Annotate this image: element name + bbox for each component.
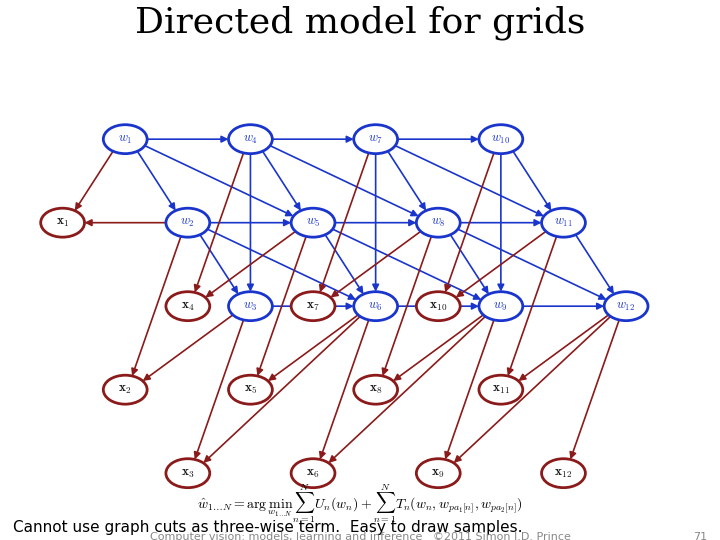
- Ellipse shape: [479, 375, 523, 404]
- Text: $\mathbf{x_6}$: $\mathbf{x_6}$: [306, 467, 320, 480]
- Text: 71: 71: [693, 532, 708, 540]
- Text: $w_5$: $w_5$: [305, 216, 320, 229]
- Text: $w_2$: $w_2$: [181, 216, 195, 229]
- Text: $\mathbf{x_{12}}$: $\mathbf{x_{12}}$: [554, 467, 572, 480]
- Text: $\mathbf{x_9}$: $\mathbf{x_9}$: [431, 467, 445, 480]
- Ellipse shape: [166, 458, 210, 488]
- Text: $w_{10}$: $w_{10}$: [491, 133, 510, 146]
- Ellipse shape: [354, 375, 397, 404]
- Text: $\mathbf{x_7}$: $\mathbf{x_7}$: [306, 300, 320, 313]
- Text: $w_9$: $w_9$: [493, 300, 508, 313]
- Ellipse shape: [416, 292, 460, 321]
- Text: $w_6$: $w_6$: [368, 300, 383, 313]
- Text: $\mathbf{x_5}$: $\mathbf{x_5}$: [243, 383, 257, 396]
- Text: $w_4$: $w_4$: [243, 133, 258, 146]
- Text: $\mathbf{x_3}$: $\mathbf{x_3}$: [181, 467, 194, 480]
- Ellipse shape: [479, 125, 523, 154]
- Ellipse shape: [291, 458, 335, 488]
- Ellipse shape: [228, 125, 272, 154]
- Text: $w_7$: $w_7$: [368, 133, 383, 146]
- Ellipse shape: [604, 292, 648, 321]
- Ellipse shape: [354, 125, 397, 154]
- Text: $\mathbf{x_2}$: $\mathbf{x_2}$: [118, 383, 132, 396]
- Text: $w_{11}$: $w_{11}$: [554, 216, 573, 229]
- Ellipse shape: [228, 375, 272, 404]
- Text: Computer vision: models, learning and inference   ©2011 Simon J.D. Prince: Computer vision: models, learning and in…: [150, 532, 570, 540]
- Ellipse shape: [416, 458, 460, 488]
- Text: $\hat{w}_{1\ldots N} = \arg\min_{w_{1\ldots N}}\sum_{n=1}^{N} U_n(w_n) + \sum_{n: $\hat{w}_{1\ldots N} = \arg\min_{w_{1\ld…: [197, 482, 523, 525]
- Ellipse shape: [541, 458, 585, 488]
- Ellipse shape: [479, 292, 523, 321]
- Text: Cannot use graph cuts as three-wise term.  Easy to draw samples.: Cannot use graph cuts as three-wise term…: [12, 520, 522, 535]
- Ellipse shape: [416, 208, 460, 237]
- Text: $w_8$: $w_8$: [431, 216, 446, 229]
- Text: $\mathbf{x_8}$: $\mathbf{x_8}$: [369, 383, 382, 396]
- Text: $\mathbf{x_4}$: $\mathbf{x_4}$: [181, 300, 195, 313]
- Ellipse shape: [103, 375, 147, 404]
- Ellipse shape: [41, 208, 84, 237]
- Text: $\mathbf{x_1}$: $\mathbf{x_1}$: [56, 216, 69, 229]
- Ellipse shape: [354, 292, 397, 321]
- Text: $w_1$: $w_1$: [118, 133, 132, 146]
- Ellipse shape: [291, 208, 335, 237]
- Ellipse shape: [166, 208, 210, 237]
- Ellipse shape: [103, 125, 147, 154]
- Ellipse shape: [228, 292, 272, 321]
- Text: $w_3$: $w_3$: [243, 300, 258, 313]
- Ellipse shape: [166, 292, 210, 321]
- Ellipse shape: [291, 292, 335, 321]
- Ellipse shape: [541, 208, 585, 237]
- Text: $\mathbf{x_{10}}$: $\mathbf{x_{10}}$: [429, 300, 447, 313]
- Text: Directed model for grids: Directed model for grids: [135, 5, 585, 39]
- Text: $\mathbf{x_{11}}$: $\mathbf{x_{11}}$: [492, 383, 510, 396]
- Text: $w_{12}$: $w_{12}$: [616, 300, 636, 313]
